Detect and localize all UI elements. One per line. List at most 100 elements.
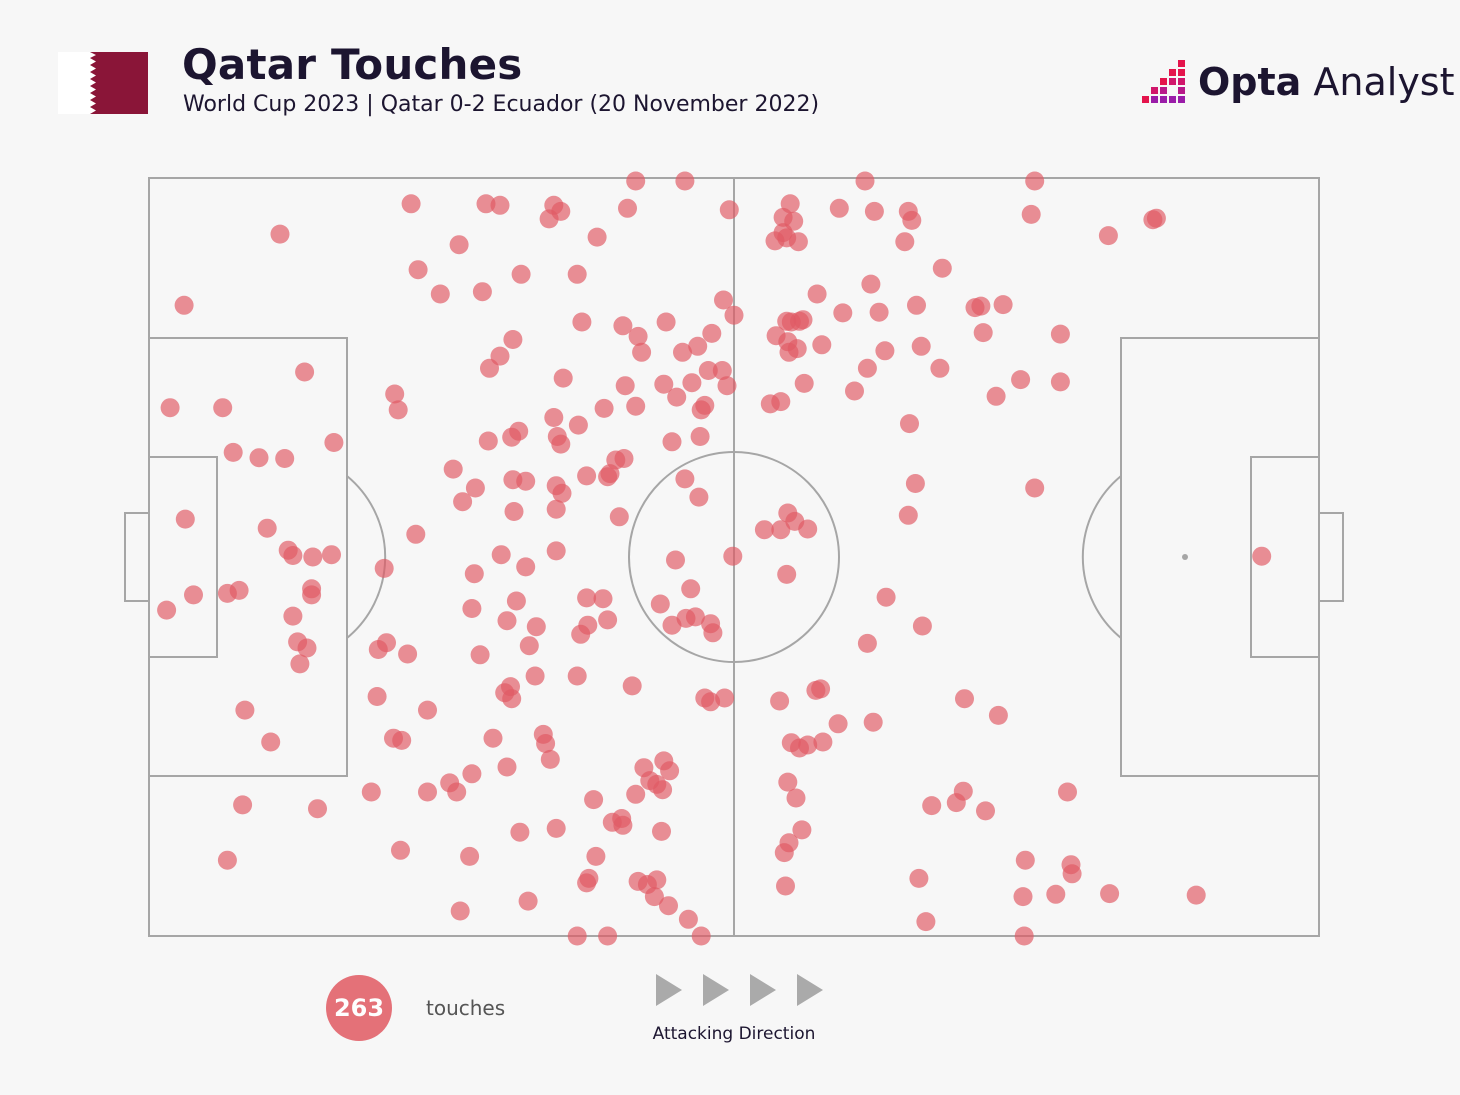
touch-point [229, 580, 249, 600]
touch-point [275, 449, 295, 468]
attacking-direction-arrows [656, 974, 823, 1006]
touch-point [223, 442, 243, 462]
touch-point [567, 264, 587, 284]
touch-point [857, 633, 877, 653]
touch-point [703, 623, 723, 643]
touch-point [676, 608, 696, 628]
touch-point [702, 323, 722, 343]
touch-point [303, 547, 323, 567]
touch-point [295, 362, 315, 382]
touch-point [443, 459, 463, 479]
touch-point [861, 274, 881, 294]
touch-point [916, 912, 936, 932]
touch-point [519, 636, 539, 656]
touch-point [526, 617, 546, 637]
touch-point [898, 505, 918, 525]
touch-point [909, 868, 929, 888]
touch-point [567, 666, 587, 686]
opta-analyst-logo: Opta Analyst [1138, 58, 1455, 110]
touch-point [754, 520, 774, 540]
touch-point [1021, 204, 1041, 224]
touch-point [644, 887, 664, 907]
touch-point [418, 782, 437, 802]
touch-point [233, 795, 253, 815]
touch-point [771, 520, 791, 540]
touch-point [1025, 478, 1045, 498]
touch-point [270, 224, 290, 244]
touch-point [792, 820, 812, 840]
touch-point [845, 381, 864, 401]
touch-point [666, 550, 685, 570]
touch-point [283, 606, 303, 626]
touch-point [653, 780, 673, 800]
touch-point [788, 232, 808, 252]
touch-point [688, 336, 708, 356]
touch-point [374, 558, 394, 578]
touch-point [895, 232, 915, 252]
touch-point [302, 585, 322, 605]
touch-point [480, 358, 499, 378]
play-triangle-icon [656, 974, 682, 1006]
play-triangle-icon [703, 974, 729, 1006]
touch-point [932, 258, 952, 278]
touch-point [453, 492, 473, 512]
touch-point [324, 433, 344, 452]
touch-point [667, 387, 687, 407]
touch-point [567, 926, 587, 946]
touch-point [509, 421, 529, 441]
touch-point [483, 728, 503, 748]
touch-point [547, 427, 567, 446]
touch-point [1025, 171, 1045, 191]
touch-count: 263 [333, 994, 385, 1022]
touch-point [770, 691, 790, 711]
touch-point [1100, 884, 1120, 904]
touch-point [807, 284, 827, 304]
touch-point [391, 840, 410, 860]
left-six-yard-box [148, 456, 218, 658]
penalty-spot [1182, 554, 1188, 560]
touch-point [408, 260, 428, 280]
touch-point [673, 342, 692, 362]
touch-point [1146, 208, 1166, 228]
touch-point [869, 302, 889, 322]
touch-point [552, 483, 572, 503]
touch-point [546, 818, 566, 838]
touch-point [813, 732, 833, 752]
touch-point [261, 732, 281, 752]
touch-point [662, 432, 682, 452]
touch-point [1011, 370, 1031, 390]
touch-point [678, 909, 698, 929]
touch-point [525, 666, 545, 686]
page-title: Qatar Touches [182, 40, 523, 89]
touch-point [930, 358, 950, 378]
touch-point [546, 499, 566, 519]
touch-point [462, 764, 482, 784]
touch-point [689, 487, 709, 507]
touch-point [516, 557, 536, 577]
touch-point [257, 518, 277, 538]
touch-point [628, 326, 648, 346]
touch-point [724, 305, 744, 325]
touch-point [367, 687, 387, 706]
touch-point [712, 361, 732, 380]
touch-point [476, 194, 496, 214]
logo-brand-light: Analyst [1301, 60, 1455, 104]
touch-point [778, 772, 798, 792]
touch-point [503, 330, 523, 349]
touch-point [613, 316, 633, 336]
touch-point [506, 591, 526, 611]
touch-point [392, 730, 412, 750]
touch-point [598, 610, 618, 630]
touch-point [290, 654, 310, 674]
touch-point [786, 788, 806, 808]
right-penalty-arc [1081, 475, 1122, 639]
touch-point [586, 846, 606, 866]
touch-point [297, 638, 317, 658]
touch-point [988, 705, 1008, 725]
touch-point [217, 850, 237, 870]
touch-point [175, 509, 195, 529]
touch-point [511, 264, 531, 284]
touch-point [398, 644, 418, 664]
touch-point [401, 194, 421, 214]
